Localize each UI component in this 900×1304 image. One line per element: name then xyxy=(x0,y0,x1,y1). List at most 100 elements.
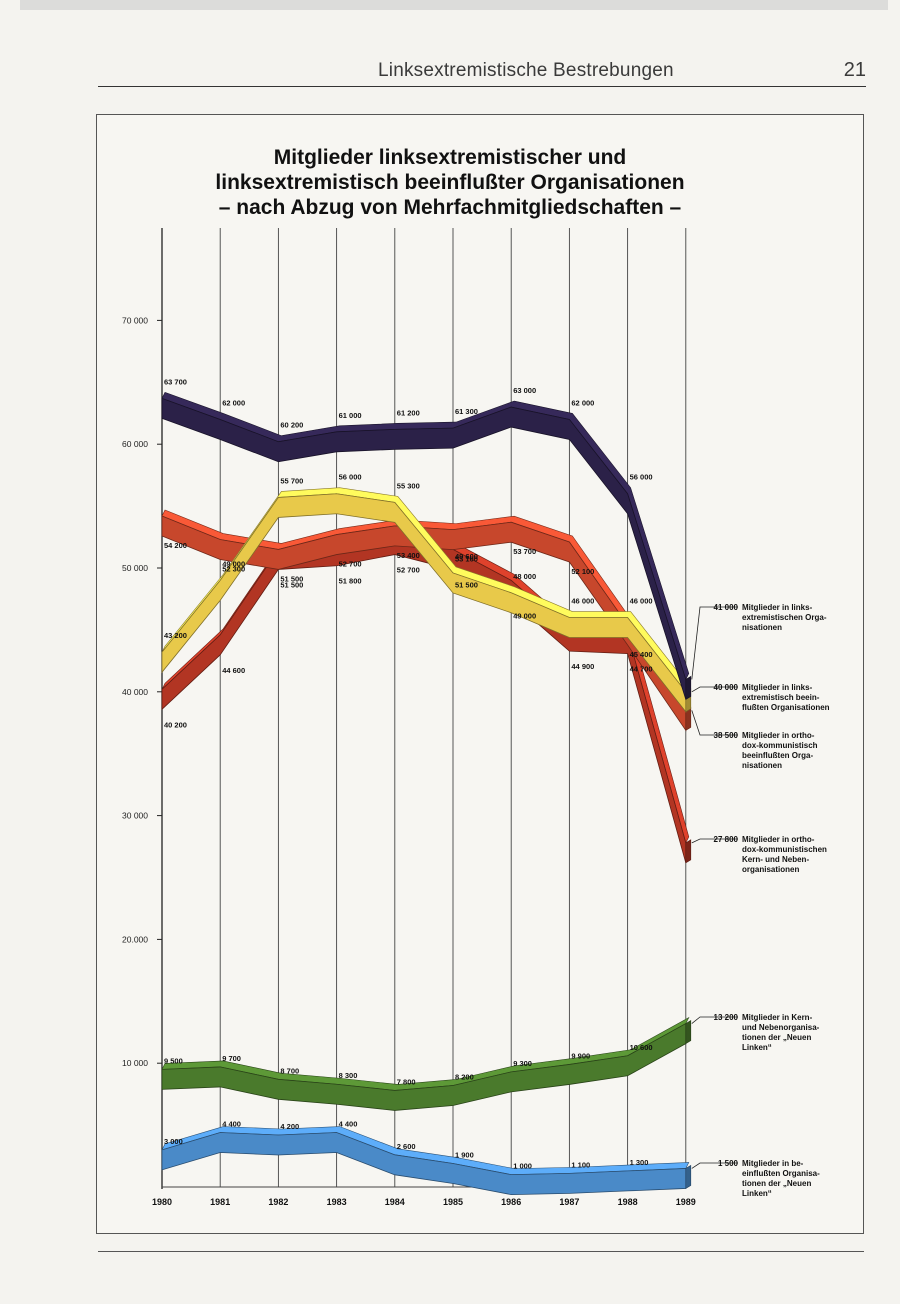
legend-text: tionen der „Neuen xyxy=(742,1033,811,1042)
data-label: 45 400 xyxy=(630,650,653,659)
legend-text: Linken“ xyxy=(742,1189,772,1198)
legend-text: dox-kommunistischen xyxy=(742,845,827,854)
data-label: 49 000 xyxy=(513,611,536,620)
data-label: 51 500 xyxy=(280,574,303,583)
data-label: 51 500 xyxy=(280,580,303,589)
legend-text: organisationen xyxy=(742,865,799,874)
chart-title-line-2: linksextremistisch beeinflußter Organisa… xyxy=(215,171,685,194)
ribbon-end-cap xyxy=(685,1020,692,1045)
data-label: 60 200 xyxy=(280,421,303,430)
data-label: 2 600 xyxy=(397,1142,416,1151)
data-label: 7 800 xyxy=(397,1077,416,1086)
data-label: 4 400 xyxy=(339,1120,358,1129)
data-label: 53 100 xyxy=(455,555,478,564)
y-tick-label: 30 000 xyxy=(122,811,148,821)
data-label: 43 200 xyxy=(164,631,187,640)
ribbon-top-face xyxy=(161,528,690,844)
legend-value: 40 000 xyxy=(714,683,739,692)
y-tick-label: 50 000 xyxy=(122,563,148,573)
data-label: 63 000 xyxy=(513,386,536,395)
chart-title-line-3: – nach Abzug von Mehrfachmitgliedschafte… xyxy=(218,196,682,219)
data-label: 3 000 xyxy=(164,1137,183,1146)
data-label: 46 000 xyxy=(571,597,594,606)
legend-text: und Nebenorganisa- xyxy=(742,1023,820,1032)
footer-rule xyxy=(98,1251,864,1252)
data-label: 61 200 xyxy=(397,408,420,417)
legend-text: Mitglieder in links- xyxy=(742,603,813,612)
data-label: 4 200 xyxy=(280,1122,299,1131)
x-tick-label: 1986 xyxy=(501,1197,521,1207)
x-tick-label: 1988 xyxy=(618,1197,638,1207)
y-tick-label: 60 000 xyxy=(122,439,148,449)
data-label: 8 300 xyxy=(339,1071,358,1080)
data-label: 56 000 xyxy=(630,473,653,482)
x-tick-label: 1980 xyxy=(152,1197,172,1207)
data-label: 8 700 xyxy=(280,1066,299,1075)
data-label: 1 100 xyxy=(571,1160,590,1169)
y-tick-label: 40 000 xyxy=(122,687,148,697)
legend-text: Mitglieder in ortho- xyxy=(742,835,815,844)
legend-leader-line xyxy=(691,686,738,693)
x-tick-label: 1989 xyxy=(676,1197,696,1207)
data-label: 63 700 xyxy=(164,377,187,386)
data-label: 52 700 xyxy=(339,560,362,569)
data-label: 9 500 xyxy=(164,1056,183,1065)
data-label: 9 700 xyxy=(222,1054,241,1063)
legend-text: Mitglieder in links- xyxy=(742,683,813,692)
data-label: 44 600 xyxy=(222,666,245,675)
data-label: 49 000 xyxy=(222,559,245,568)
data-label: 9 300 xyxy=(513,1059,532,1068)
running-header: Linksextremistische Bestrebungen 21 xyxy=(98,56,866,87)
data-label: 8 200 xyxy=(455,1072,474,1081)
data-label: 49 600 xyxy=(455,552,478,561)
data-label: 51 800 xyxy=(339,577,362,586)
data-label: 1 900 xyxy=(455,1150,474,1159)
chart-title-line-1: Mitglieder linksextremistischer und xyxy=(273,146,627,169)
data-label: 10 600 xyxy=(630,1043,653,1052)
data-label: 62 000 xyxy=(222,398,245,407)
legend-value: 41 000 xyxy=(714,603,739,612)
data-label: 44 900 xyxy=(571,662,594,671)
data-label: 62 000 xyxy=(571,398,594,407)
legend-text: einflußten Organisa- xyxy=(742,1169,820,1178)
legend-text: Mitglieder in be- xyxy=(742,1159,804,1168)
data-label: 44 700 xyxy=(630,665,653,674)
series-ribbon xyxy=(161,1132,687,1196)
data-label: 4 400 xyxy=(222,1120,241,1129)
x-tick-label: 1987 xyxy=(559,1197,579,1207)
legend-text: Kern- und Neben- xyxy=(742,855,809,864)
data-label: 52 300 xyxy=(222,565,245,574)
legend-text: nisationen xyxy=(742,761,782,770)
data-label: 52 700 xyxy=(397,566,420,575)
page-top-edge xyxy=(20,0,888,10)
x-tick-label: 1983 xyxy=(327,1197,347,1207)
x-tick-label: 1981 xyxy=(210,1197,230,1207)
legend-value: 27 800 xyxy=(714,835,739,844)
data-label: 56 000 xyxy=(339,473,362,482)
legend-text: nisationen xyxy=(742,623,782,632)
legend-text: Linken“ xyxy=(742,1043,772,1052)
running-title: Linksextremistische Bestrebungen xyxy=(378,60,674,81)
legend-text: flußten Organisationen xyxy=(742,703,830,712)
page-number: 21 xyxy=(843,59,866,81)
legend-text: tionen der „Neuen xyxy=(742,1179,811,1188)
data-label: 1 000 xyxy=(513,1162,532,1171)
data-label: 52 100 xyxy=(571,567,594,576)
legend-leader-line xyxy=(691,1016,738,1024)
legend-leader-line xyxy=(691,838,738,844)
data-label: 51 500 xyxy=(455,580,478,589)
ribbon-end-cap xyxy=(685,839,692,864)
legend-text: extremistisch beein- xyxy=(742,693,820,702)
data-label: 53 400 xyxy=(397,551,420,560)
x-tick-label: 1982 xyxy=(268,1197,288,1207)
data-label: 54 200 xyxy=(164,541,187,550)
legend-text: extremistischen Orga- xyxy=(742,613,827,622)
data-label: 48 000 xyxy=(513,572,536,581)
legend-value: 13 200 xyxy=(714,1013,739,1022)
legend-value: 38 500 xyxy=(714,731,739,740)
x-tick-label: 1985 xyxy=(443,1197,463,1207)
data-label: 40 200 xyxy=(164,720,187,729)
x-tick-label: 1984 xyxy=(385,1197,405,1207)
legend-text: Mitglieder in ortho- xyxy=(742,731,815,740)
